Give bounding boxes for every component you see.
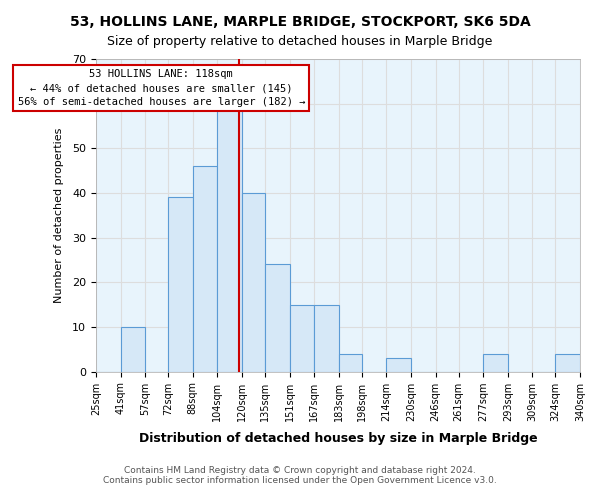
Bar [242,193,265,372]
Bar [193,166,217,372]
X-axis label: Distribution of detached houses by size in Marple Bridge: Distribution of detached houses by size … [139,432,538,445]
Bar [483,354,508,372]
Bar [290,304,314,372]
Y-axis label: Number of detached properties: Number of detached properties [54,128,64,303]
Bar [339,354,362,372]
Text: Contains HM Land Registry data © Crown copyright and database right 2024.
Contai: Contains HM Land Registry data © Crown c… [103,466,497,485]
Bar [168,198,193,372]
Text: 53, HOLLINS LANE, MARPLE BRIDGE, STOCKPORT, SK6 5DA: 53, HOLLINS LANE, MARPLE BRIDGE, STOCKPO… [70,15,530,29]
Bar [386,358,411,372]
Bar [217,82,242,372]
Bar [556,354,580,372]
Bar [121,327,145,372]
Bar [314,304,339,372]
Bar [265,264,290,372]
Text: Size of property relative to detached houses in Marple Bridge: Size of property relative to detached ho… [107,35,493,48]
Text: 53 HOLLINS LANE: 118sqm
← 44% of detached houses are smaller (145)
56% of semi-d: 53 HOLLINS LANE: 118sqm ← 44% of detache… [17,69,305,107]
